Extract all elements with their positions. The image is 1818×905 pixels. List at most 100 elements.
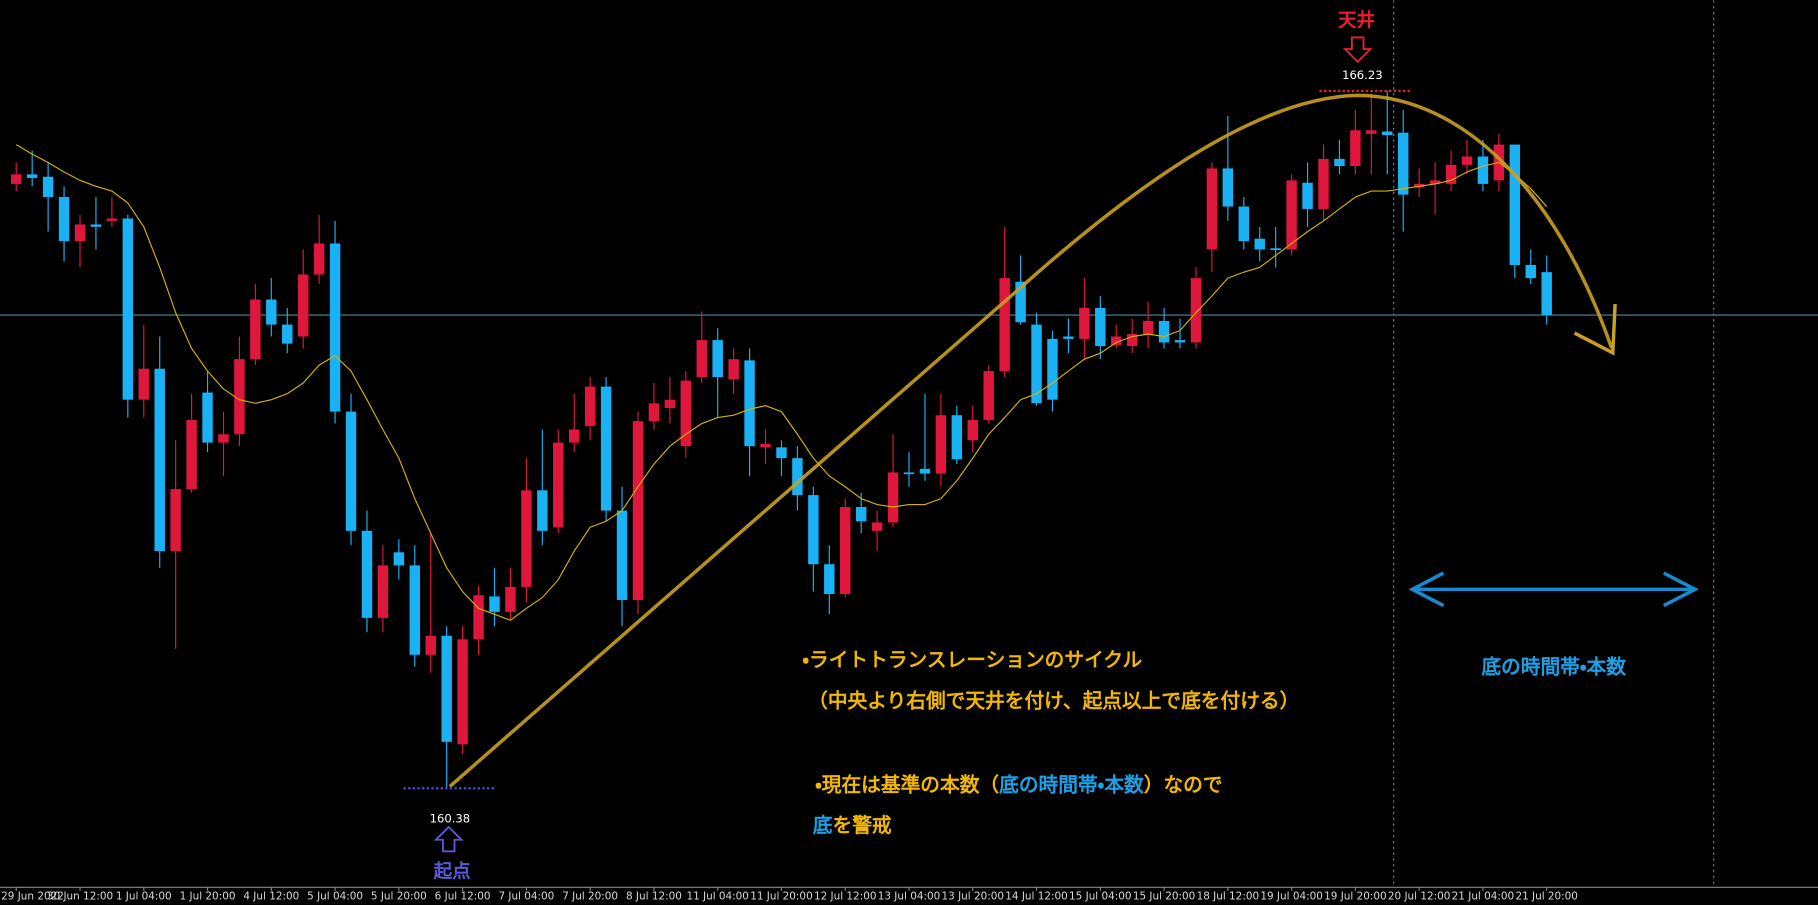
candle-body [632, 421, 644, 600]
candle-body [202, 392, 213, 443]
note-part: 底の時間帯・本数 [999, 773, 1144, 796]
candle-body [616, 510, 628, 600]
start-label: 起点 [433, 861, 472, 883]
x-tick-label: 11 Jul 20:00 [750, 891, 813, 903]
candle-body [568, 429, 580, 443]
x-tick-label: 19 Jul 04:00 [1260, 891, 1323, 903]
candle-body [58, 197, 70, 242]
candle-body [441, 635, 452, 742]
candle-body [1126, 334, 1138, 347]
candle-body [1397, 132, 1409, 195]
candle-body [553, 442, 564, 528]
candle-body [282, 324, 293, 344]
x-tick-label: 21 Jul 20:00 [1515, 891, 1578, 903]
x-tick-label: 20 Jul 12:00 [1388, 891, 1451, 903]
candle-body [505, 586, 516, 612]
candle-body [170, 489, 181, 552]
candle-body [489, 596, 500, 612]
x-tick-label: 21 Jul 04:00 [1452, 891, 1515, 903]
candle-body [919, 468, 931, 474]
candle-body [1190, 278, 1202, 343]
x-tick-label: 30 Jun 12:00 [47, 891, 113, 903]
x-tick-label: 13 Jul 20:00 [942, 891, 1005, 903]
note-part: 底 [813, 813, 833, 836]
x-tick-label: 13 Jul 04:00 [878, 891, 941, 903]
moving-average [15, 144, 1548, 621]
range-label: 底の時間帯・本数 [1481, 656, 1626, 679]
x-tick-label: 11 Jul 04:00 [686, 891, 749, 903]
candle-body [1270, 248, 1281, 251]
candle-body [792, 458, 803, 496]
candle-body [1031, 324, 1042, 404]
candle-body [600, 386, 612, 511]
candle-body [1063, 336, 1074, 339]
candle-body [1509, 144, 1521, 265]
candle-body [696, 340, 707, 378]
candle-body [122, 218, 134, 400]
candle-body [329, 243, 341, 412]
candle-body [1445, 164, 1457, 184]
range-arrow [1408, 571, 1699, 608]
candle-body [712, 340, 723, 378]
candle-body [313, 243, 325, 275]
candle-body [218, 434, 229, 443]
candle-body [266, 299, 277, 325]
x-tick-label: 7 Jul 04:00 [498, 891, 554, 903]
candle-body [951, 415, 963, 460]
candle-body [1525, 264, 1536, 279]
candle-body [776, 447, 787, 459]
candle-body [1413, 183, 1425, 188]
arc-arrowhead [1573, 304, 1617, 356]
candle-body [1111, 336, 1122, 345]
candle-body [1095, 307, 1106, 347]
candle-body [106, 218, 118, 221]
start-arrow [433, 825, 464, 853]
x-tick-label: 5 Jul 20:00 [371, 891, 427, 903]
candle-body [1366, 130, 1377, 134]
candle-body [1254, 238, 1265, 250]
candle-body [537, 490, 548, 531]
candle-body [234, 359, 245, 435]
candle-body [1334, 158, 1345, 167]
candle-body [855, 506, 867, 522]
peak-arrow [1342, 36, 1373, 64]
x-tick-label: 5 Jul 04:00 [307, 891, 363, 903]
candle-body [1142, 321, 1154, 335]
x-tick-label: 1 Jul 20:00 [180, 891, 236, 903]
candle-body [138, 368, 149, 400]
candle-body [1079, 307, 1090, 339]
candle-body [903, 472, 915, 475]
candle-body [1286, 180, 1297, 250]
x-tick-label: 18 Jul 12:00 [1197, 891, 1260, 903]
candle-body [744, 360, 755, 447]
note-part: ・現在は基準の本数（ [815, 773, 999, 796]
x-tick-label: 8 Jul 12:00 [626, 891, 682, 903]
candle-body [887, 472, 899, 523]
candle-body [983, 371, 994, 420]
candle-body [1015, 281, 1026, 323]
candle-body [680, 380, 692, 447]
note-part: ）なので [1144, 773, 1223, 796]
candle-body [1174, 340, 1186, 343]
x-tick-label: 1 Jul 04:00 [116, 891, 172, 903]
x-tick-label: 19 Jul 20:00 [1324, 891, 1387, 903]
candle-body [409, 565, 421, 655]
x-tick-label: 14 Jul 12:00 [1005, 891, 1067, 903]
candle-body [840, 506, 851, 595]
candle-body [584, 386, 596, 426]
cycle-arc [448, 93, 1614, 788]
candle-body [1302, 182, 1313, 209]
candle-body [425, 635, 436, 655]
start-value: 160.38 [430, 811, 471, 825]
candle-body [297, 274, 309, 337]
candle-body [393, 552, 405, 566]
candle-body [664, 399, 676, 409]
candle-body [1222, 168, 1234, 207]
candle-body [1318, 158, 1329, 209]
annotation-layer: 天井 166.23 160.38 起点 ・ライトトランスレーションのサイクル （… [0, 10, 1818, 903]
candle-body [11, 174, 22, 184]
x-tick-label: 6 Jul 12:00 [435, 891, 491, 903]
candle-body [648, 403, 660, 422]
